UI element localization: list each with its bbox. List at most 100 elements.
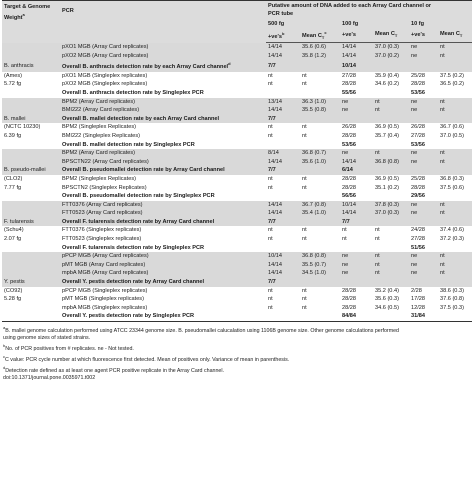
value-cell — [438, 217, 473, 227]
value-cell: 14/14 — [266, 209, 300, 218]
table-row: 5.72 fg pXO2 MGB (Singleplex replicates) n… — [2, 80, 472, 89]
target-cell — [2, 260, 60, 270]
value-cell: nt — [268, 81, 273, 88]
value-cell — [373, 244, 409, 253]
value-cell: 36.7 (0.8) — [300, 200, 340, 210]
pcr-label: Overall B. mallei detection rate by each… — [62, 115, 220, 122]
pcr-label: Overall B. mallei detection rate by Sing… — [62, 141, 195, 148]
target-cell: 6.39 fg — [4, 132, 22, 139]
table-row: B. anthracis Overall B. anthracis detecti… — [2, 60, 473, 72]
amount-span-line2: PCR tube — [268, 11, 294, 17]
value-cell: 14/14 — [266, 260, 300, 270]
target-cell — [2, 252, 60, 261]
table-row: FTT0376 (Array Card replicates) 14/14 36.7… — [2, 200, 473, 210]
value-cell: nt — [268, 132, 273, 139]
value-cell: 36.7 (0.6) — [440, 124, 464, 131]
pcr-label: BPM2 (Singleplex Replicates) — [62, 124, 136, 131]
value-cell: nt — [268, 287, 273, 294]
footnote: dDetection rate defined as at least one … — [3, 364, 471, 375]
value-cell: nt — [342, 236, 347, 243]
value-cell: ne — [340, 252, 373, 261]
value-cell: 34.5 (1.0) — [300, 269, 340, 279]
amount-10-header: 10 fg — [409, 20, 473, 29]
table-row: F. tularensis Overall F. tularensis detec… — [2, 217, 473, 227]
value-cell: 7/7 — [266, 278, 300, 287]
pcr-cell: Overall F. tularensis detection rate by … — [60, 244, 266, 253]
target-header-line2: Weight — [4, 14, 23, 21]
value-cell: ne — [409, 97, 438, 107]
value-cell: 36.9 (0.5) — [375, 124, 399, 131]
value-cell: 38.6 (0.3) — [440, 287, 464, 294]
value-cell: 35.5 (0.8) — [300, 106, 340, 115]
value-cell — [409, 60, 438, 72]
value-cell — [438, 312, 473, 323]
value-cell: ne — [409, 149, 438, 158]
target-cell — [2, 269, 60, 279]
value-cell: 53/56 — [342, 141, 356, 148]
pcr-label: pXO1 MGB (Singleplex replicates) — [62, 72, 148, 79]
value-cell — [266, 141, 300, 150]
value-cell: 6/14 — [340, 166, 373, 175]
value-cell: 35.6 (0.6) — [300, 42, 340, 52]
value-cell: nt — [268, 227, 273, 234]
value-cell: nt — [302, 81, 307, 88]
target-cell — [2, 209, 60, 218]
pcr-label: pMT MGB (Singleplex replicates) — [62, 296, 144, 303]
value-cell: 37.2 (0.3) — [440, 236, 464, 243]
value-cell: ne — [340, 106, 373, 115]
value-cell — [438, 166, 473, 175]
pcr-cell: BMI222 (Array Card replicates) — [60, 106, 266, 115]
value-cell — [373, 166, 409, 175]
table-row: 5.28 fg pMT MGB (Singleplex replicates) nt… — [2, 295, 472, 304]
value-cell: ne — [409, 252, 438, 261]
target-header: Target & Genome Weighta — [2, 0, 60, 43]
value-cell — [409, 114, 438, 124]
value-cell: 36.9 (0.5) — [375, 175, 399, 182]
value-cell: 14/14 — [266, 106, 300, 115]
footnotes: aB. mallei genome calculation performed … — [3, 324, 471, 382]
value-cell — [438, 278, 473, 287]
value-cell: 14/14 — [340, 209, 373, 218]
value-cell: nt — [438, 97, 473, 107]
value-cell: 28/28 — [342, 296, 356, 303]
value-cell: nt — [268, 304, 273, 311]
positives-100-header: +ve's — [340, 28, 373, 44]
value-cell: 25/28 — [411, 175, 425, 182]
pcr-label: Overall Y. pestis detection rate by Sing… — [62, 313, 195, 320]
value-cell: 35.5 (0.7) — [300, 260, 340, 270]
table-row: Overall B. mallei detection rate by Sing… — [2, 141, 472, 150]
table-row: BMI222 (Array Card replicates) 14/14 35.5 … — [2, 106, 473, 115]
value-cell: nt — [268, 184, 273, 191]
value-cell: nt — [375, 236, 380, 243]
value-cell — [438, 89, 472, 98]
footnote: doi:10.1371/journal.pone.0035971.t002 — [3, 375, 471, 382]
target-cell: B. mallei — [2, 114, 60, 124]
value-cell: 37.4 (0.6) — [440, 227, 464, 234]
value-cell: 36.8 (0.8) — [300, 252, 340, 261]
pcr-cell: Overall B. anthracis detection rate by S… — [60, 89, 266, 98]
value-cell: 35.4 (1.0) — [300, 209, 340, 218]
table-row: Overall Y. pestis detection rate by Sing… — [2, 312, 473, 323]
positives-500-header: +ve'sb — [266, 28, 300, 44]
value-cell — [340, 278, 373, 287]
value-cell — [300, 141, 340, 150]
header-row-2: 500 fg 100 fg 10 fg — [2, 20, 473, 29]
target-cell — [2, 141, 60, 150]
value-cell: nt — [438, 106, 473, 115]
value-cell: 35.8 (1.2) — [300, 51, 340, 61]
value-cell — [373, 278, 409, 287]
footnote-text: No. of PCR positives from # replicates. … — [5, 345, 134, 352]
value-cell — [266, 89, 300, 98]
value-cell: 17/28 — [411, 296, 425, 303]
target-cell: (CLO2) — [4, 175, 23, 182]
value-cell: nt — [268, 236, 273, 243]
value-cell: 34.6 (0.2) — [375, 81, 399, 88]
value-cell: 26/28 — [342, 124, 356, 131]
pcr-cell: mpbA MGB (Singleplex replicates) — [60, 304, 266, 313]
target-cell: 5.28 fg — [4, 296, 22, 303]
value-cell — [438, 244, 472, 253]
table-row: Overall B. pseudomallei detection rate b… — [2, 192, 472, 201]
value-cell: 28/28 — [342, 287, 356, 294]
footnote: aB. mallei genome calculation performed … — [3, 324, 471, 335]
value-cell: 24/28 — [411, 227, 425, 234]
